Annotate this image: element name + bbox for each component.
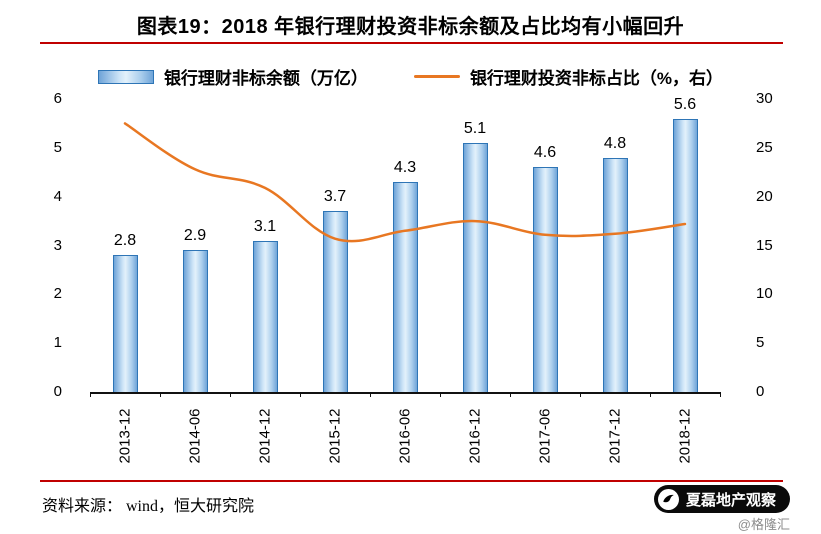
bar-value-label: 4.3 [393,159,417,177]
bar-2017-12 [602,157,628,392]
x-axis-tick-mark [230,392,231,397]
x-axis-label-2014-12: 2014-12 [256,408,274,464]
x-axis-label-2016-12: 2016-12 [466,408,484,464]
source-note: 资料来源： wind，恒大研究院 [42,498,255,515]
footer-divider [40,480,783,482]
watermark-text: @格隆汇 [737,517,790,532]
chart-legend: 银行理财非标余额（万亿） 银行理财投资非标占比（%，右） [0,64,821,89]
bar-2014-12 [252,240,278,392]
x-axis-labels: 2013-12 2014-06 2014-12 2015-12 2016-06 2016-… [90,398,720,478]
x-axis-label-2015-12: 2015-12 [326,408,344,464]
right-axis-tick-label: 10 [756,285,773,303]
x-axis-label-2016-06: 2016-06 [396,408,414,464]
brand-name: 夏磊地产观察 [685,491,776,509]
x-axis-label-2017-12: 2017-12 [606,408,624,464]
bar-value-label: 5.1 [463,119,487,137]
title-divider [40,42,783,44]
bar-2018-12 [672,118,698,392]
x-axis-tick-mark [300,392,301,397]
bar-series-swatch [97,69,154,84]
left-axis-tick-label: 2 [53,285,62,303]
plot-area: 2.8 2.9 3.1 3.7 4.3 5.1 4.6 4.8 5.6 [90,95,720,394]
left-axis-tick-label: 5 [53,138,62,156]
chart-title: 图表19：2018 年银行理财投资非标余额及占比均有小幅回升 [136,16,685,38]
bar-2016-12 [462,142,488,392]
right-axis-tick-label: 25 [756,138,773,156]
left-y-axis: 0 1 2 3 4 5 6 [30,90,62,400]
bar-2013-12 [112,255,138,392]
x-axis-label-2017-06: 2017-06 [536,408,554,464]
bar-value-label: 3.1 [253,217,277,235]
x-axis-tick-mark [160,392,161,397]
bar-2017-06 [532,167,558,392]
right-axis-tick-label: 30 [756,90,773,107]
x-axis-label-2013-12: 2013-12 [116,408,134,464]
right-axis-tick-label: 15 [756,236,773,254]
left-axis-tick-label: 6 [53,90,62,107]
chart-area: 0 1 2 3 4 5 6 2.8 2.9 3.1 3.7 4.3 5.1 4.6 4.8 5.6 0 5 10… [30,90,791,484]
x-axis-tick-mark [440,392,441,397]
right-axis-tick-label: 5 [756,334,765,352]
x-axis-label-2018-12: 2018-12 [676,408,694,464]
bird-logo-icon [657,488,679,510]
bar-value-label: 2.8 [113,232,137,250]
bar-value-label: 2.9 [183,227,207,245]
bar-value-label: 4.8 [603,134,627,152]
x-axis-tick-mark [650,392,651,397]
x-axis-label-2014-06: 2014-06 [186,408,204,464]
left-axis-tick-label: 4 [53,187,62,205]
bar-2016-06 [392,182,418,392]
line-series [123,122,687,243]
right-axis-tick-label: 0 [756,383,765,400]
bar-series-label: 银行理财非标余额（万亿） [163,69,368,88]
x-axis-tick-mark [90,392,91,397]
bar-value-label: 3.7 [323,188,347,206]
brand-logo: 夏磊地产观察 [653,485,790,513]
right-axis-tick-label: 20 [756,187,773,205]
legend-item-line: 银行理财投资非标占比（%，右） [413,64,724,89]
bar-2014-06 [182,250,208,392]
x-axis-tick-mark [720,392,721,397]
line-series-swatch [413,75,460,78]
left-axis-tick-label: 0 [53,383,62,400]
line-series-label: 银行理财投资非标占比（%，右） [469,69,724,88]
left-axis-tick-label: 3 [53,236,62,254]
legend-item-bar: 银行理财非标余额（万亿） [97,64,368,89]
bar-value-label: 4.6 [533,144,557,162]
bar-value-label: 5.6 [673,95,697,113]
left-axis-tick-label: 1 [53,334,62,352]
right-y-axis: 0 5 10 15 20 25 30 [756,90,790,400]
x-axis-tick-mark [370,392,371,397]
x-axis-tick-mark [580,392,581,397]
x-axis-tick-mark [510,392,511,397]
